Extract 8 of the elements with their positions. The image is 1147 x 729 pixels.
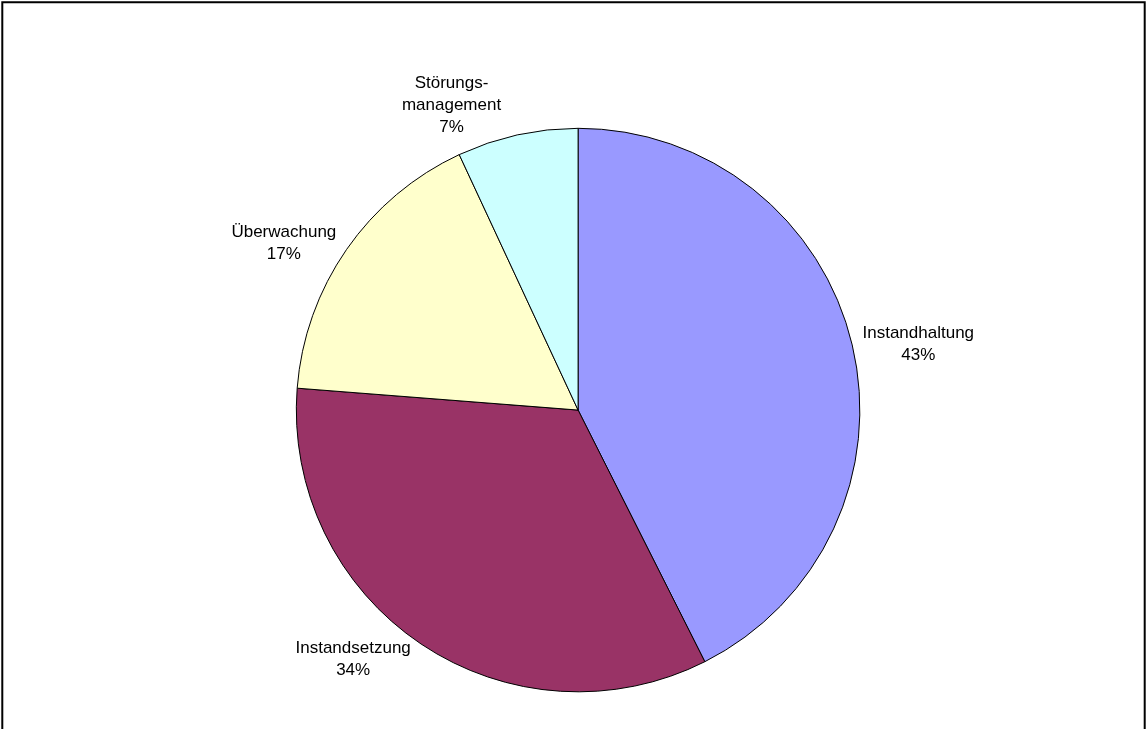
slice-label: Überwachung bbox=[231, 222, 337, 242]
data-label: 34% bbox=[336, 659, 371, 679]
slice-label: Instandhaltung bbox=[862, 323, 975, 343]
data-label: 7% bbox=[439, 117, 464, 137]
data-label: 17% bbox=[266, 244, 301, 264]
slice-label: Instandsetzung bbox=[295, 637, 411, 657]
data-label: 43% bbox=[901, 345, 936, 365]
slice-label: Störungs- management bbox=[401, 73, 502, 115]
